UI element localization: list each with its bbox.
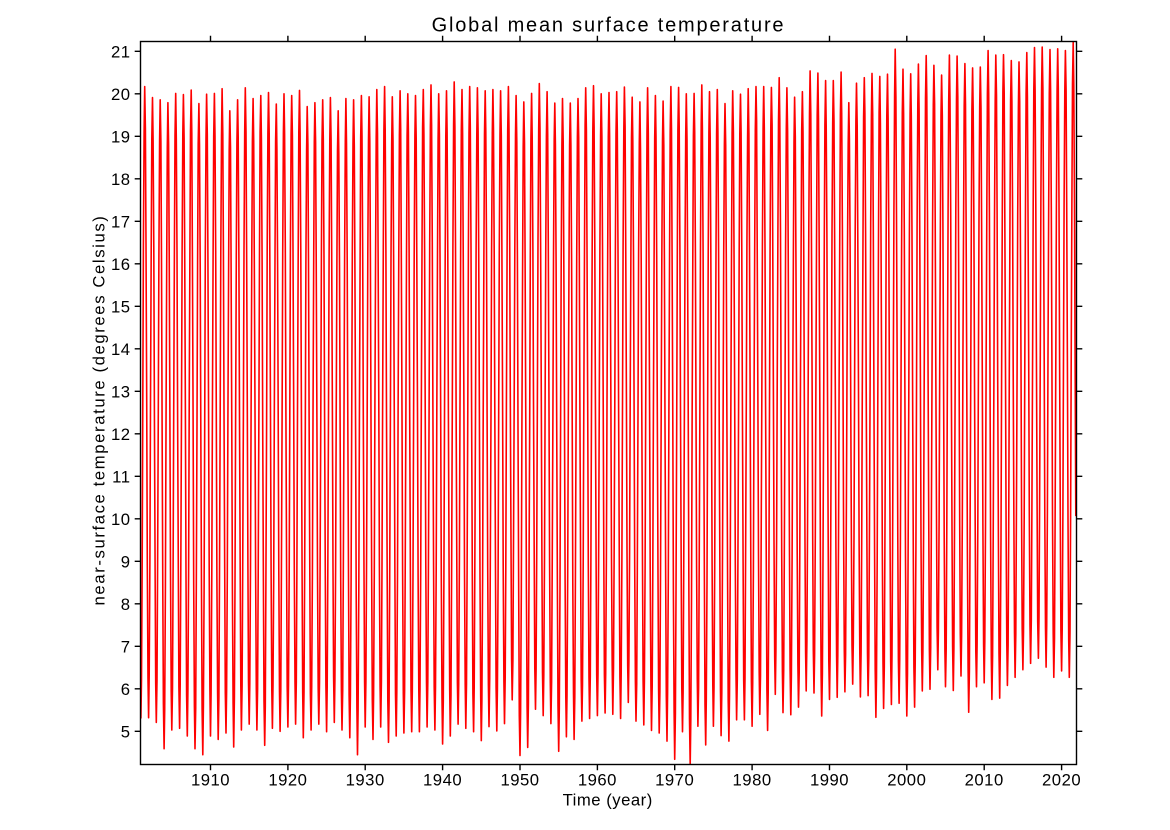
svg-text:2020: 2020 (1042, 770, 1081, 789)
svg-text:16: 16 (111, 255, 131, 274)
svg-text:10: 10 (111, 510, 131, 529)
svg-text:1940: 1940 (423, 770, 462, 789)
svg-text:19: 19 (111, 127, 131, 146)
svg-text:2010: 2010 (965, 770, 1004, 789)
svg-text:Global mean surface temperatur: Global mean surface temperature (432, 15, 786, 37)
svg-text:12: 12 (111, 425, 131, 444)
svg-text:18: 18 (111, 170, 131, 189)
svg-text:7: 7 (121, 637, 131, 656)
svg-text:1910: 1910 (191, 770, 230, 789)
svg-text:21: 21 (111, 42, 131, 61)
svg-text:6: 6 (121, 680, 131, 699)
svg-text:11: 11 (112, 467, 130, 486)
svg-text:15: 15 (111, 297, 131, 316)
svg-text:13: 13 (111, 382, 131, 401)
svg-text:20: 20 (111, 85, 131, 104)
svg-text:2000: 2000 (887, 770, 926, 789)
svg-text:1970: 1970 (655, 770, 694, 789)
svg-text:1980: 1980 (733, 770, 772, 789)
svg-text:8: 8 (121, 595, 131, 614)
svg-text:1960: 1960 (578, 770, 617, 789)
svg-text:9: 9 (121, 552, 131, 571)
svg-text:1950: 1950 (500, 770, 539, 789)
svg-text:5: 5 (121, 722, 131, 741)
svg-text:1990: 1990 (810, 770, 849, 789)
svg-text:Time (year): Time (year) (563, 790, 653, 809)
svg-text:17: 17 (111, 212, 131, 231)
svg-text:1920: 1920 (268, 770, 307, 789)
svg-text:1930: 1930 (346, 770, 385, 789)
svg-text:14: 14 (111, 340, 131, 359)
svg-text:near-surface temperature (degr: near-surface temperature (degrees Celsiu… (90, 215, 109, 606)
